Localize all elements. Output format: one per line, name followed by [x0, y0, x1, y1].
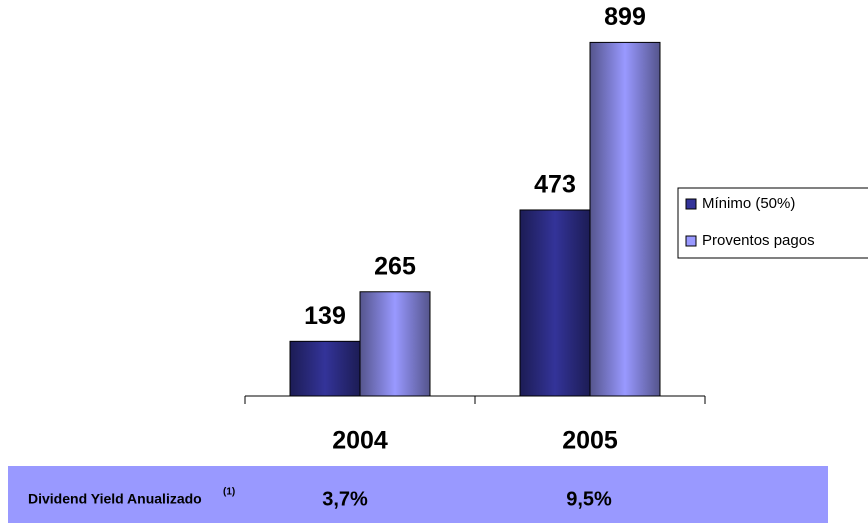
data-label: 265 — [374, 252, 416, 280]
bar — [359, 291, 431, 397]
legend-label: Proventos pagos — [702, 232, 815, 249]
bar — [519, 209, 591, 397]
table-value: 9,5% — [566, 488, 612, 510]
legend-box — [677, 187, 868, 259]
data-label: 899 — [604, 3, 646, 31]
table-note: (1) — [223, 487, 235, 498]
data-label: 139 — [304, 302, 346, 330]
x-tick-label: 2004 — [332, 427, 388, 455]
data-label: 473 — [534, 171, 576, 199]
legend-label: Mínimo (50%) — [702, 195, 795, 212]
table-label: Dividend Yield Anualizado — [28, 491, 202, 507]
legend-swatch — [685, 198, 697, 210]
bar — [589, 41, 661, 397]
x-tick-label: 2005 — [562, 427, 618, 455]
table-band — [8, 466, 828, 523]
bar — [289, 340, 361, 397]
legend-swatch — [685, 235, 697, 247]
table-value: 3,7% — [322, 488, 368, 510]
